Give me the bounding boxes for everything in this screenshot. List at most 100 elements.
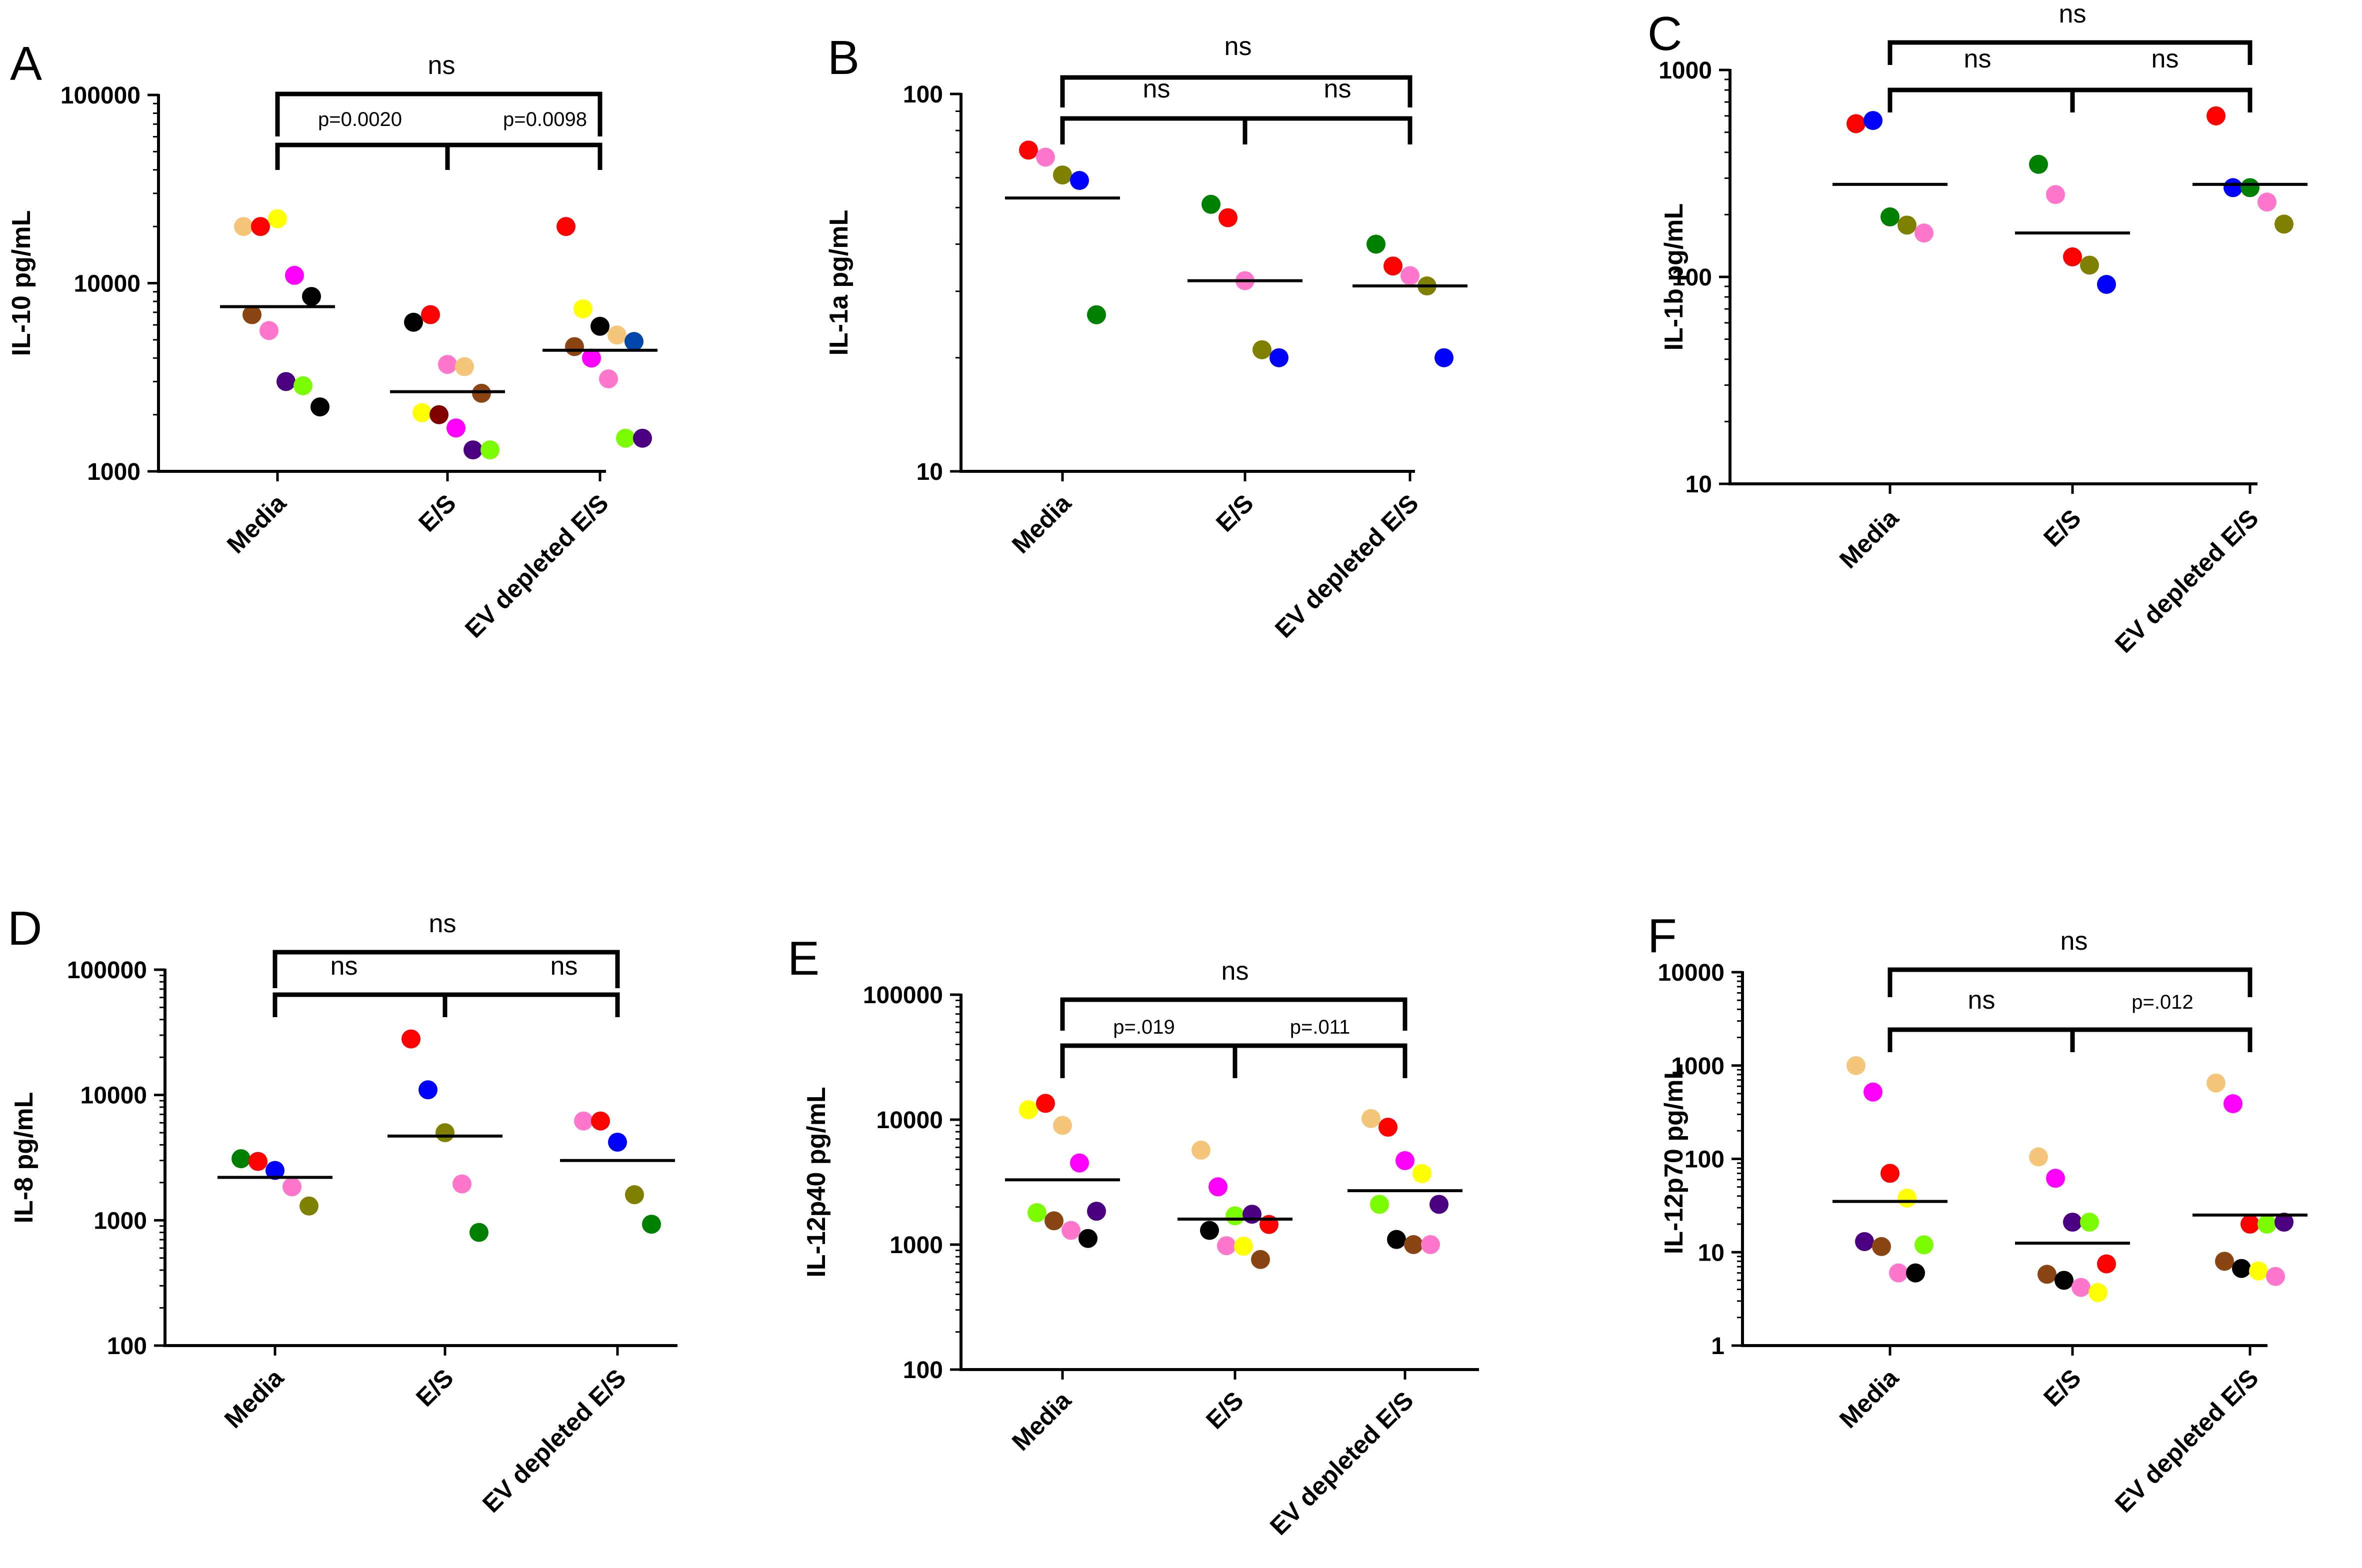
category-label: EV depleted E/S: [1264, 1386, 1419, 1541]
category-label: EV depleted E/S: [2110, 1364, 2264, 1518]
significance-label: ns: [2059, 0, 2086, 28]
data-point: [2097, 1254, 2116, 1274]
data-point: [2206, 106, 2226, 125]
data-point: [421, 305, 440, 324]
data-point: [1914, 223, 1934, 243]
data-point: [2232, 1259, 2251, 1278]
category-label: E/S: [1210, 489, 1259, 537]
significance-label: p=0.0020: [318, 108, 402, 130]
data-point: [1378, 1118, 1398, 1137]
significance-label: ns: [1324, 74, 1352, 103]
data-point: [472, 383, 491, 403]
data-point: [294, 376, 312, 395]
category-label: EV depleted E/S: [1270, 489, 1424, 643]
data-point: [582, 348, 601, 368]
category-label: E/S: [1200, 1386, 1249, 1435]
data-point: [565, 337, 584, 356]
significance-bracket: [1060, 1043, 1238, 1078]
data-point: [2274, 214, 2294, 234]
data-point: [1036, 147, 1055, 167]
data-point: [1062, 1221, 1080, 1240]
significance-bracket: [1888, 87, 2075, 112]
significance-bracket: [445, 142, 602, 170]
data-point: [438, 355, 457, 374]
significance-label: p=0.0098: [503, 108, 587, 130]
data-point: [1217, 1236, 1236, 1256]
y-tick-label: 100000: [863, 982, 943, 1009]
significance-bracket: [275, 91, 602, 136]
y-axis-title: IL-8 pg/mL: [10, 1092, 38, 1224]
data-point: [2054, 1271, 2074, 1290]
y-tick-label: 10000: [74, 271, 140, 297]
category-label: E/S: [2038, 504, 2086, 552]
data-point: [2274, 1213, 2294, 1232]
panel-d: D 100 1000 10000 100000 IL-8 pg/mL Media E/S EV …: [8, 902, 678, 1518]
data-point: [1366, 234, 1386, 254]
y-axis-title: IL-12p70 pg/mL: [1660, 1064, 1688, 1254]
significance-label: ns: [1222, 957, 1249, 986]
significance-label: ns: [550, 952, 578, 981]
panel-b: B 10 100 IL-1a pg/mL Media E/S EV depleted E/S…: [824, 31, 1468, 643]
significance-label: ns: [428, 51, 456, 80]
data-point: [590, 316, 610, 336]
y-tick-label: 100: [1684, 1147, 1724, 1173]
data-point: [248, 1152, 268, 1171]
data-point: [1880, 1164, 1900, 1183]
data-point: [1087, 1202, 1106, 1221]
data-point: [1252, 340, 1272, 359]
data-point: [2029, 154, 2048, 174]
significance-label: p=.019: [1113, 1016, 1174, 1038]
data-point: [1070, 1153, 1089, 1173]
data-point: [260, 321, 278, 340]
y-tick-label: 100: [903, 1357, 943, 1384]
y-axis-title: IL-10 pg/mL: [7, 210, 36, 356]
data-point: [402, 1029, 420, 1049]
significance-label: ns: [1224, 32, 1252, 61]
data-point: [2249, 1261, 2268, 1281]
data-point: [1421, 1235, 1440, 1254]
category-label: EV depleted E/S: [477, 1364, 632, 1518]
data-point: [1234, 1237, 1253, 1256]
category-label: EV depleted E/S: [2110, 504, 2264, 658]
data-point: [418, 1080, 438, 1100]
data-point: [2080, 1213, 2099, 1232]
panel-c: C 10 100 1000 IL-1b pg/mL Media E/S EV depleted…: [1648, 0, 2308, 658]
data-point: [1053, 1116, 1072, 1135]
data-point: [1387, 1230, 1406, 1249]
data-point: [2063, 247, 2082, 266]
data-point: [1251, 1250, 1270, 1269]
data-point: [1242, 1205, 1262, 1224]
data-point: [2063, 1213, 2082, 1232]
data-point: [2029, 1147, 2048, 1167]
y-tick-label: 100000: [60, 82, 140, 109]
data-point: [480, 440, 500, 460]
data-point: [2046, 1169, 2065, 1188]
category-label: Media: [1834, 1363, 1904, 1434]
data-point: [1400, 266, 1420, 285]
data-point: [302, 287, 321, 306]
data-point: [2038, 1265, 2056, 1284]
significance-bracket: [2070, 87, 2252, 112]
data-point: [2072, 1278, 2090, 1297]
data-point: [2240, 1215, 2260, 1234]
data-point: [412, 403, 432, 422]
data-point: [616, 428, 635, 448]
data-point: [251, 217, 270, 236]
data-point: [1404, 1235, 1423, 1254]
data-point: [633, 428, 652, 448]
data-point: [2224, 1094, 2242, 1114]
data-point: [1202, 194, 1220, 214]
data-point: [1270, 348, 1288, 367]
significance-label: ns: [2060, 927, 2088, 956]
significance-bracket: [442, 992, 620, 1017]
y-tick-label: 100000: [67, 957, 147, 984]
data-point: [2097, 274, 2116, 294]
data-point: [446, 418, 466, 438]
data-point: [1430, 1195, 1448, 1214]
data-point: [2224, 178, 2242, 197]
data-point: [1036, 1094, 1055, 1113]
significance-bracket: [1060, 75, 1412, 107]
y-tick-label: 10: [916, 459, 943, 485]
data-point: [1872, 1237, 1891, 1256]
significance-bracket: [1242, 116, 1412, 144]
